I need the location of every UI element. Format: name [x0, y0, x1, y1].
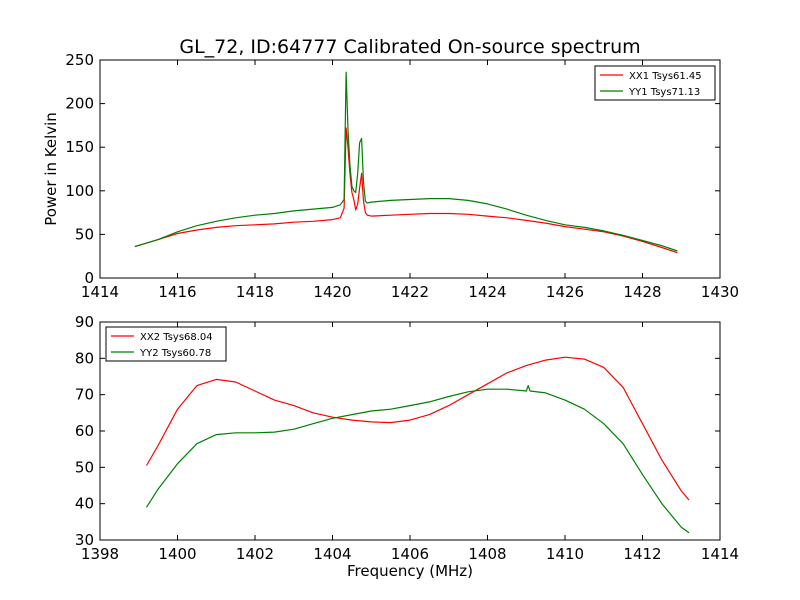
legend: XX2 Tsys68.04 YY2 Tsys60.78: [105, 326, 227, 362]
x-tick-label: 1414: [701, 545, 739, 563]
bottom-spectrum-panel: 1398 1400 1402 1404 1406 1408 1410 1412 1414 30 40…: [75, 313, 739, 580]
legend-label-2: YY1 Tsys71.13: [628, 87, 700, 98]
x-tick-label: 1410: [546, 545, 584, 563]
x-tick-label: 1408: [468, 545, 506, 563]
series-line-1: [145, 356, 690, 501]
y-tick-label: 200: [65, 95, 94, 113]
y-tick-label: 80: [75, 349, 94, 367]
y-tick-label: 150: [65, 138, 94, 156]
y-axis-label: Power in Kelvin: [42, 112, 60, 226]
x-tick-label: 1418: [236, 283, 274, 301]
series-line-2: [134, 71, 678, 252]
legend-label-1: XX2 Tsys68.04: [140, 332, 213, 343]
y-tick-label: 50: [75, 225, 94, 243]
x-tick-label: 1430: [701, 283, 739, 301]
legend: XX1 Tsys61.45 YY1 Tsys71.13: [594, 65, 716, 101]
x-tick-label: 1400: [158, 545, 196, 563]
legend-box: [594, 65, 716, 101]
y-tick-label: 40: [75, 495, 94, 513]
legend-label-1: XX1 Tsys61.45: [629, 71, 702, 82]
x-tick-label: 1404: [313, 545, 351, 563]
x-tick-label: 1428: [623, 283, 661, 301]
x-tick-label: 1420: [313, 283, 351, 301]
y-tick-label: 0: [84, 269, 94, 287]
y-tick-label: 90: [75, 313, 94, 331]
x-tick-label: 1422: [391, 283, 429, 301]
x-tick-label: 1426: [546, 283, 584, 301]
x-tick-label: 1414: [81, 283, 119, 301]
legend-label-2: YY2 Tsys60.78: [139, 348, 211, 359]
x-tick-label: 1416: [158, 283, 196, 301]
x-tick-label: 1424: [468, 283, 506, 301]
figure-title: GL_72, ID:64777 Calibrated On-source spe…: [179, 36, 640, 58]
x-axis-label: Frequency (MHz): [347, 562, 473, 580]
series-line-2: [145, 385, 690, 534]
series-line-1: [134, 127, 678, 254]
x-tick-label: 1402: [236, 545, 274, 563]
x-tick-label: 1398: [81, 545, 119, 563]
legend-box: [105, 326, 227, 362]
y-tick-label: 60: [75, 422, 94, 440]
y-tick-label: 30: [75, 531, 94, 549]
x-tick-label: 1412: [623, 545, 661, 563]
y-tick-label: 100: [65, 182, 94, 200]
top-spectrum-panel: 1414 1416 1418 1420 1422 1424 1426 1428 1430 0 50 1…: [42, 51, 739, 301]
y-tick-label: 50: [75, 458, 94, 476]
x-tick-label: 1406: [391, 545, 429, 563]
y-tick-label: 250: [65, 51, 94, 69]
y-tick-label: 70: [75, 386, 94, 404]
